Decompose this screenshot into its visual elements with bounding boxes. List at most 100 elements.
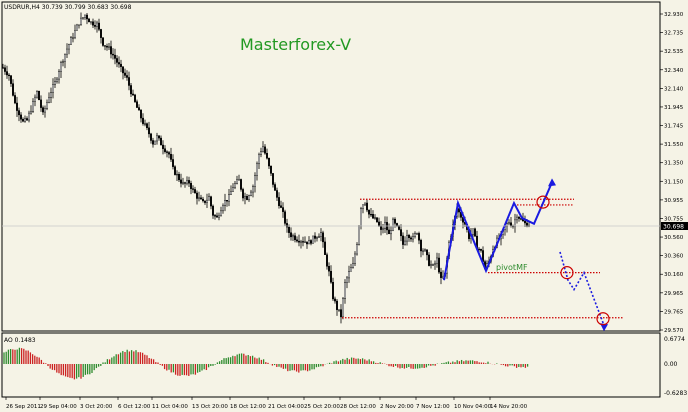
candle-body: [396, 223, 399, 226]
candle-body: [225, 199, 228, 202]
candle-body: [472, 228, 475, 235]
candle-body: [101, 37, 104, 46]
candle-body: [209, 196, 212, 207]
price-tick-label: 32.535: [664, 49, 684, 55]
candle-body: [434, 262, 437, 265]
candle-body: [115, 58, 118, 63]
candle-body: [270, 165, 273, 174]
candle-body: [268, 157, 271, 167]
target-circle-icon: [536, 195, 550, 209]
candle-body: [177, 173, 180, 181]
price-tick-label: 32.340: [664, 68, 684, 74]
candle-body: [34, 96, 37, 102]
candle-body: [360, 208, 363, 227]
candle-body: [392, 218, 395, 231]
candle-body: [418, 233, 421, 241]
price-tick-label: 32.140: [664, 86, 684, 92]
zigzag-dotted-line: [559, 251, 605, 326]
candle-body: [50, 92, 53, 98]
time-tick-label: 3 Oct 20:00: [80, 404, 113, 410]
candle-body: [235, 179, 238, 184]
candle-body: [173, 166, 176, 175]
candle-body: [340, 309, 343, 318]
candle-body: [356, 244, 359, 255]
candle-body: [229, 191, 232, 195]
candle-body: [133, 94, 136, 102]
candle-body: [77, 24, 80, 26]
candle-body: [117, 62, 120, 65]
candle-body: [458, 208, 461, 213]
candle-body: [372, 214, 375, 219]
candle-body: [278, 197, 281, 206]
candle-body: [187, 180, 190, 184]
candle-body: [193, 189, 196, 194]
candle-body: [378, 221, 381, 226]
time-tick-label: 26 Sep 2011: [6, 404, 41, 410]
candle-body: [211, 205, 214, 216]
candle-body: [362, 204, 365, 209]
candle-body: [175, 173, 178, 176]
candle-body: [40, 99, 43, 108]
candle-body: [514, 219, 517, 227]
candle-body: [63, 53, 66, 62]
candle-body: [346, 277, 349, 283]
candle-body: [103, 45, 106, 47]
candle-body: [249, 191, 252, 196]
price-tick-label: 30.160: [664, 272, 684, 278]
time-tick-label: 13 Oct 20:00: [192, 404, 228, 410]
candle-body: [7, 74, 10, 77]
candle-body: [370, 214, 373, 216]
candle-body: [81, 17, 84, 19]
candle-body: [320, 232, 323, 237]
candle-body: [426, 249, 429, 256]
price-tick-label: 29.570: [664, 328, 684, 334]
candle-body: [524, 220, 527, 224]
price-axis: 32.930 32.735 32.535 32.340 32.140 31.945 31.7…: [660, 12, 684, 334]
time-tick-label: 29 Sep 04:00: [40, 404, 77, 410]
price-tick-label: 31.350: [664, 161, 684, 167]
candle-body: [237, 179, 240, 181]
candle-body: [48, 97, 51, 103]
candle-body: [480, 249, 483, 251]
candle-body: [169, 153, 172, 160]
current-price-box: [661, 222, 688, 230]
candle-body: [272, 173, 275, 185]
symbol-info: USDRUR,H4 30.739 30.799 30.683 30.698: [4, 4, 132, 11]
candle-body: [71, 37, 74, 39]
candle-body: [207, 196, 210, 201]
candle-body: [390, 230, 393, 235]
candle-body: [179, 179, 182, 184]
candle-body: [262, 146, 265, 152]
candle-body: [388, 229, 391, 235]
candle-body: [304, 241, 307, 243]
time-axis: 26 Sep 2011 29 Sep 04:00 3 Oct 20:00 6 Oct …: [5, 397, 528, 410]
candle-body: [139, 109, 142, 119]
candle-body: [282, 207, 285, 212]
candle-body: [83, 14, 86, 18]
candle-body: [111, 53, 114, 56]
candle-body: [332, 282, 335, 300]
candle-body: [109, 46, 112, 55]
candle-body: [322, 232, 325, 243]
candle-body: [402, 235, 405, 245]
candle-body: [163, 148, 166, 152]
candle-body: [147, 127, 150, 135]
candle-body: [414, 233, 417, 237]
candle-body: [280, 205, 283, 208]
candle-body: [231, 186, 234, 192]
candle-body: [46, 102, 49, 109]
candle-body: [167, 152, 170, 155]
target-circle-icon: [596, 312, 610, 326]
candle-body: [233, 183, 236, 188]
time-tick-label: 18 Oct 12:00: [230, 404, 266, 410]
candle-body: [292, 235, 295, 238]
time-tick-label: 2 Nov 20:00: [380, 404, 414, 410]
candle-body: [328, 266, 331, 272]
candle-body: [428, 254, 431, 266]
candle-body: [143, 123, 146, 125]
candle-body: [264, 146, 267, 154]
candle-body: [16, 102, 19, 111]
candle-body: [107, 46, 110, 48]
candle-body: [157, 135, 160, 139]
